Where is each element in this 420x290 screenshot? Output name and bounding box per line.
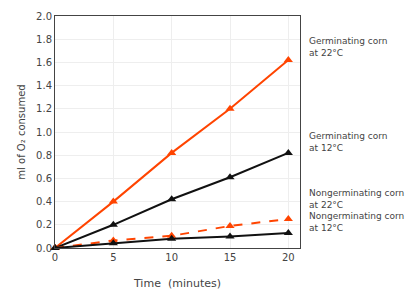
svg-text:1.2: 1.2 [36, 103, 52, 114]
svg-text:1.6: 1.6 [36, 57, 52, 68]
svg-text:0: 0 [52, 252, 58, 263]
svg-text:Germinating cornat 12°C: Germinating cornat 12°C [309, 131, 388, 153]
svg-text:ml of O₂ consumed: ml of O₂ consumed [16, 84, 27, 179]
svg-text:5: 5 [110, 252, 116, 263]
svg-text:15: 15 [224, 252, 237, 263]
svg-text:20: 20 [282, 252, 295, 263]
svg-text:2.0: 2.0 [36, 11, 52, 22]
svg-text:Germinating cornat 22°C: Germinating cornat 22°C [309, 36, 388, 58]
svg-text:1.0: 1.0 [36, 127, 52, 138]
svg-text:0.8: 0.8 [36, 150, 52, 161]
svg-text:Nongerminating cornat 22°C: Nongerminating cornat 22°C [309, 188, 404, 210]
svg-text:Nongerminating cornat 12°C: Nongerminating cornat 12°C [309, 211, 404, 233]
svg-text:0.2: 0.2 [36, 219, 52, 230]
svg-text:0.6: 0.6 [36, 173, 52, 184]
svg-text:1.8: 1.8 [36, 34, 52, 45]
svg-text:0.4: 0.4 [36, 196, 52, 207]
svg-text:1.4: 1.4 [36, 80, 52, 91]
svg-text:0.0: 0.0 [36, 243, 52, 254]
svg-text:10: 10 [165, 252, 178, 263]
svg-text:Time (minutes): Time (minutes) [133, 277, 221, 290]
